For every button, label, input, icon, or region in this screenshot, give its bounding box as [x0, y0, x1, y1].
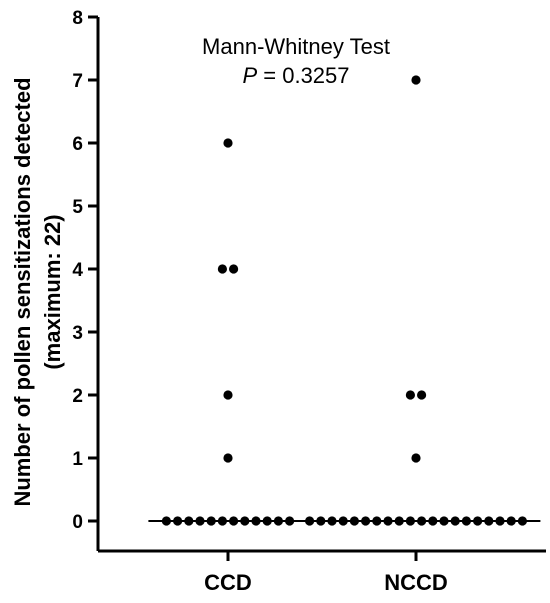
test-name-annotation: Mann-Whitney Test: [202, 34, 390, 59]
data-point-ccd: [217, 264, 227, 274]
p-value-annotation: P = 0.3257: [242, 63, 349, 88]
data-point-nccd: [405, 390, 415, 400]
y-tick-label: 1: [72, 449, 83, 470]
y-tick-label: 5: [72, 197, 83, 218]
data-point-ccd: [223, 453, 233, 463]
y-tick-label: 7: [72, 71, 83, 92]
data-point-ccd: [229, 264, 239, 274]
x-tick-label: NCCD: [384, 570, 448, 595]
y-tick-label: 0: [72, 512, 83, 533]
y-tick-label: 4: [72, 260, 83, 281]
data-point-nccd: [411, 75, 421, 85]
y-axis: 0 1 2 3 4 5 6 7 8: [72, 8, 100, 551]
data-points: [148, 75, 541, 526]
y-tick-label: 8: [72, 8, 83, 29]
x-axis: CCD NCCD: [98, 549, 546, 595]
data-point-nccd: [417, 390, 427, 400]
data-point-ccd: [223, 138, 233, 148]
y-axis-label-line2: (maximum: 22): [40, 214, 65, 369]
y-tick-label: 6: [72, 134, 83, 155]
y-tick-label: 3: [72, 323, 83, 344]
x-tick-label: CCD: [204, 570, 252, 595]
y-axis-label-line1: Number of pollen sensitizations detected: [10, 77, 35, 506]
data-point-ccd: [223, 390, 233, 400]
y-tick-label: 2: [72, 386, 83, 407]
p-value: = 0.3257: [257, 63, 349, 88]
data-point-nccd: [411, 453, 421, 463]
p-symbol: P: [242, 63, 257, 88]
